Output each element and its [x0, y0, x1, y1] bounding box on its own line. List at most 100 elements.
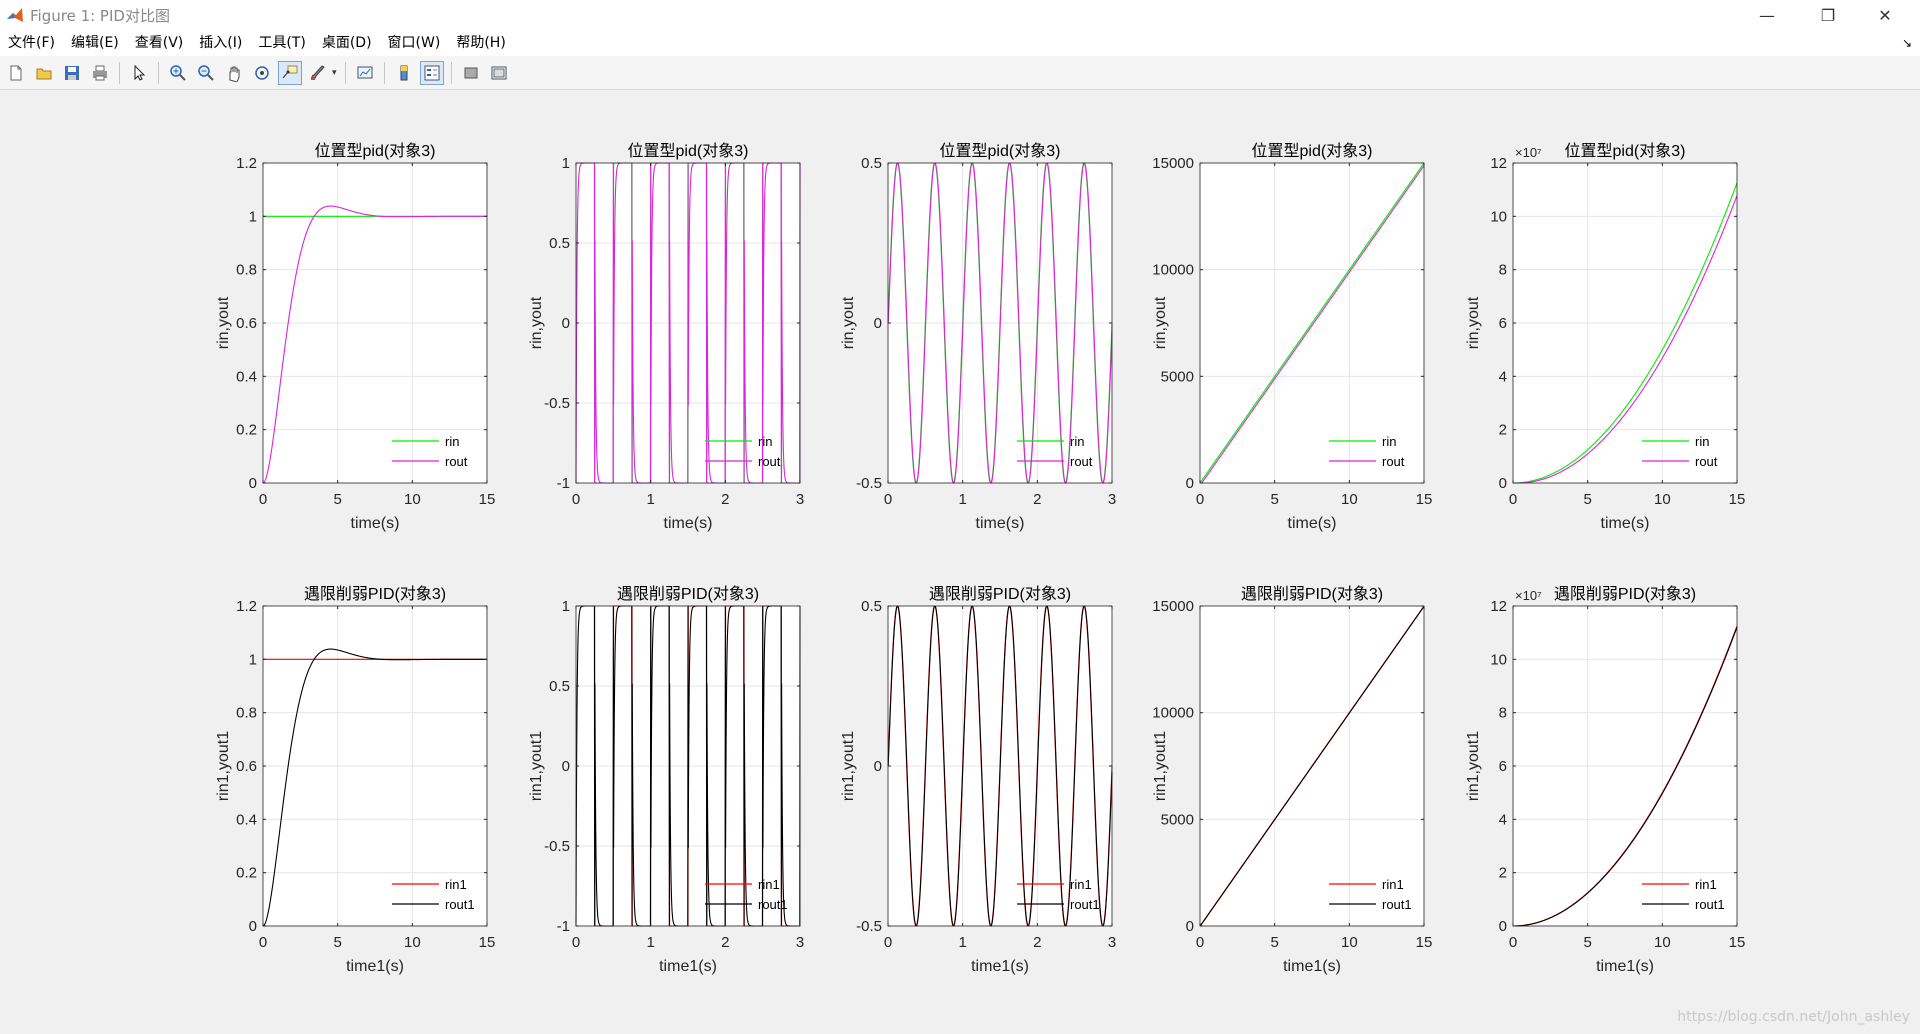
axes-box	[1199, 605, 1425, 927]
y-tick-label: -1	[557, 475, 570, 492]
save-icon[interactable]	[60, 61, 84, 85]
x-tick-label: 15	[1729, 491, 1746, 508]
series-line-rin	[1199, 162, 1425, 484]
x-axis-label: time1(s)	[659, 958, 717, 975]
subplot-8[interactable]: 0 1 2 3-0.500.5遇限削弱PID(对象3)time1(s)rin1,you…	[840, 585, 1116, 975]
close-button[interactable]: ✕	[1878, 5, 1892, 25]
y-axis-label: rin1,yout1	[1152, 731, 1169, 801]
x-tick-label: 0	[1509, 491, 1517, 508]
y-tick-label: -0.5	[544, 395, 570, 412]
x-axis-label: time(s)	[976, 515, 1025, 532]
y-tick-label: 0	[249, 918, 257, 935]
subplot-10[interactable]: 0 5 10 15 0 2 4 6 8 10 12 ×10⁷ 遇限削弱PID(对象3) time1(s) r…	[1465, 585, 1745, 975]
menu-window[interactable]: 窗口(W)	[387, 35, 441, 51]
toolbar-separator	[158, 61, 159, 84]
x-tick-label: 1	[646, 491, 654, 508]
subplot-6[interactable]: 0 5 10 15 0 0.2 0.4 0.6 0.8 1 1.2 遇限削弱PID(对象3) time1…	[215, 585, 495, 975]
toolbar-separator	[119, 61, 120, 84]
x-tick-label: 5	[1583, 934, 1591, 951]
legend[interactable]: rin1 rout1	[392, 877, 475, 912]
subplot-4[interactable]: 0 5 10 15 0 5000 10000 15000 位置型pid(对象3) time(s) r…	[1152, 142, 1432, 532]
legend-label-rin: rin	[1070, 434, 1084, 449]
menu-help[interactable]: 帮助(H)	[456, 35, 506, 51]
subplot-3[interactable]: 0 1 2 3-0.500.5位置型pid(对象3)time(s)rin,youtri…	[840, 142, 1116, 532]
menu-view[interactable]: 查看(V)	[134, 35, 184, 51]
subplot-2[interactable]: 0 1 2 3 -1 -0.5 0 0.5 1 位置型pid(对象3) time(s) rin,you…	[528, 142, 804, 532]
rotate-3d-icon[interactable]	[250, 61, 274, 85]
x-tick-label: 0	[884, 934, 892, 951]
print-icon[interactable]	[88, 61, 112, 85]
zoom-in-icon[interactable]	[166, 61, 190, 85]
menu-edit[interactable]: 编辑(E)	[70, 35, 119, 51]
legend-label-rout: rout	[1070, 454, 1093, 469]
legend-label-rout: rout	[445, 454, 468, 469]
menu-file[interactable]: 文件(F)	[8, 35, 55, 51]
y-tick-label: -1	[557, 918, 570, 935]
minimize-button[interactable]: —	[1759, 5, 1775, 25]
legend[interactable]: rin rout	[1017, 434, 1093, 469]
y-tick-label: 0.4	[236, 811, 257, 828]
x-tick-label: 2	[721, 491, 729, 508]
figure-canvas: 0 5 10 15 0 0.2 0.4 0.6 0.8 1 1.2 位置型pid(对象3) time(s…	[0, 90, 1920, 1030]
legend[interactable]: rin rout	[392, 434, 468, 469]
zoom-out-icon[interactable]	[194, 61, 218, 85]
y-tick-label: 15000	[1152, 598, 1194, 615]
y-tick-label: 2	[1499, 865, 1507, 882]
legend-label-rout: rout	[1695, 454, 1718, 469]
y-tick-label: 0.6	[236, 758, 257, 775]
legend[interactable]: rin rout	[705, 434, 781, 469]
maximize-button[interactable]: ❐	[1820, 5, 1836, 25]
subplot-5[interactable]: 0 5 10 15 0 2 4 6 8 10 12 ×10⁷ 位置型pid(对象3) time(s) rin…	[1465, 142, 1745, 532]
x-axis-label: time1(s)	[1596, 958, 1654, 975]
legend-label-rin: rin	[758, 434, 772, 449]
edit-plot-icon[interactable]	[127, 61, 151, 85]
hide-plot-tools-icon[interactable]	[459, 61, 483, 85]
x-tick-label: 1	[646, 934, 654, 951]
y-tick-label: 0.5	[861, 598, 882, 615]
y-tick-label: 0	[1186, 918, 1194, 935]
colorbar-icon[interactable]	[392, 61, 416, 85]
subplot-9[interactable]: 0 5 10 15 0 5000 10000 15000 遇限削弱PID(对象3) time1(s…	[1152, 585, 1432, 975]
y-tick-label: 8	[1499, 262, 1507, 279]
x-tick-label: 0	[884, 491, 892, 508]
x-tick-label: 15	[1729, 934, 1746, 951]
y-tick-label: 0	[562, 315, 570, 332]
legend[interactable]: rin rout	[1642, 434, 1718, 469]
x-tick-label: 3	[1108, 934, 1116, 951]
brush-dropdown-icon[interactable]: ▾	[332, 67, 337, 78]
legend[interactable]: rin1 rout1	[1017, 877, 1100, 912]
legend-label-rout1: rout1	[1695, 897, 1725, 912]
legend-label-rin: rin	[1695, 434, 1709, 449]
y-tick-label: 0	[562, 758, 570, 775]
y-tick-label: 6	[1499, 315, 1507, 332]
subplot-7[interactable]: 0 1 2 3 -1 -0.5 0 0.5 1 遇限削弱PID(对象3) time1(s) rin1,…	[528, 585, 804, 975]
x-tick-label: 15	[1416, 934, 1433, 951]
expand-menu-icon[interactable]: ↘	[1901, 36, 1912, 50]
legend[interactable]: rin rout	[1329, 434, 1405, 469]
y-tick-label: 0.5	[549, 235, 570, 252]
chart-title: 遇限削弱PID(对象3)	[617, 585, 759, 603]
chart-title: 遇限削弱PID(对象3)	[304, 585, 446, 603]
data-cursor-icon[interactable]	[278, 60, 302, 85]
menu-insert[interactable]: 插入(I)	[199, 35, 243, 51]
chart-title: 位置型pid(对象3)	[315, 142, 436, 160]
x-tick-label: 10	[404, 491, 421, 508]
new-figure-icon[interactable]	[4, 61, 28, 85]
brush-icon[interactable]	[306, 61, 330, 85]
link-plot-icon[interactable]	[353, 61, 377, 85]
y-tick-label: 8	[1499, 705, 1507, 722]
legend[interactable]: rin1 rout1	[1642, 877, 1725, 912]
subplot-1[interactable]: 0 5 10 15 0 0.2 0.4 0.6 0.8 1 1.2 位置型pid(对象3) time(s…	[215, 142, 495, 532]
legend[interactable]: rin1 rout1	[1329, 877, 1412, 912]
series-line-rout	[1200, 165, 1425, 484]
matlab-logo-icon	[7, 8, 23, 22]
y-tick-label: 0.6	[236, 315, 257, 332]
open-file-icon[interactable]	[32, 61, 56, 85]
show-plot-tools-icon[interactable]	[487, 61, 511, 85]
pan-hand-icon[interactable]	[222, 61, 246, 85]
menu-tools[interactable]: 工具(T)	[258, 35, 306, 51]
legend[interactable]: rin1 rout1	[705, 877, 788, 912]
legend-icon[interactable]	[420, 60, 444, 85]
menu-desktop[interactable]: 桌面(D)	[321, 35, 372, 51]
axes-box	[1199, 162, 1425, 484]
